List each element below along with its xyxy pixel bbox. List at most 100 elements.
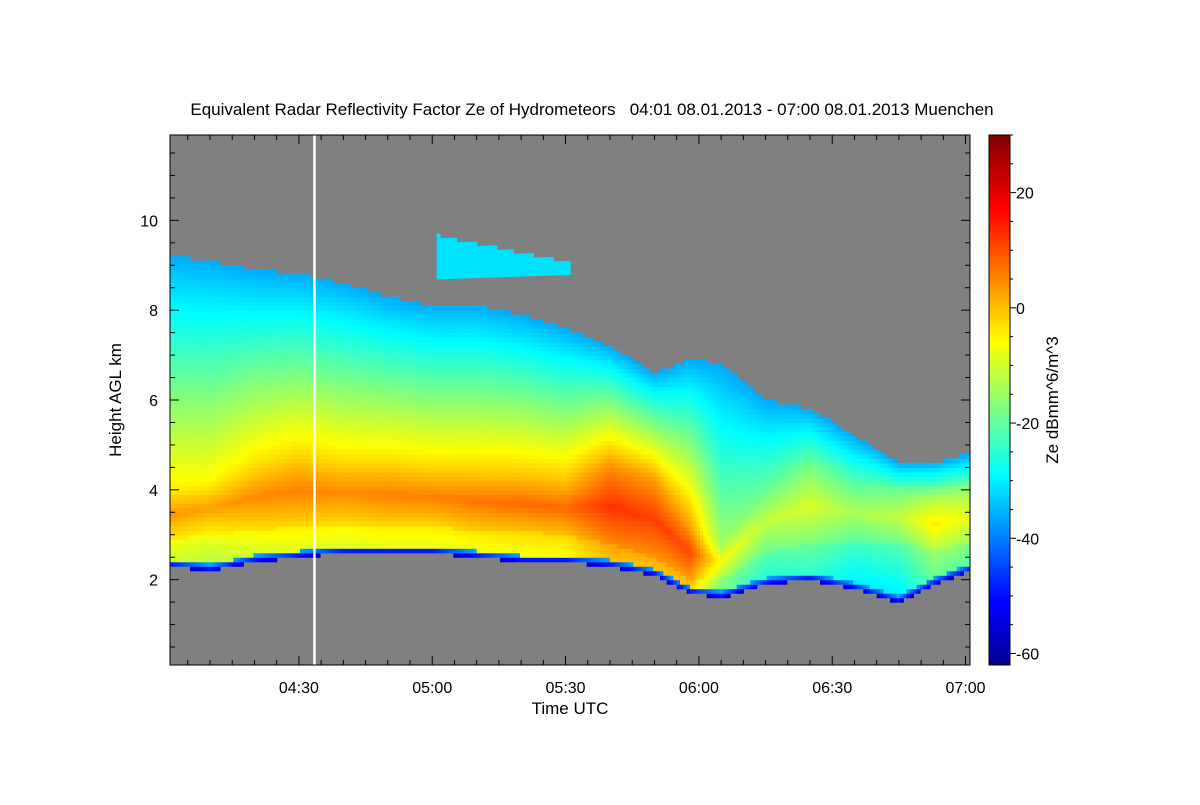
heatmap-cell [200, 305, 204, 311]
heatmap-cell [326, 413, 331, 419]
heatmap-cell [426, 328, 431, 334]
heatmap-cell [250, 314, 254, 320]
heatmap-cell [266, 498, 271, 504]
heatmap-cell [396, 364, 401, 370]
heatmap-cell [333, 435, 338, 442]
heatmap-cell [320, 485, 324, 491]
heatmap-cell [280, 431, 284, 437]
heatmap-cell [323, 543, 328, 549]
heatmap-cell [426, 534, 431, 540]
heatmap-cell [390, 498, 394, 504]
heatmap-cell [210, 453, 214, 459]
heatmap-cell [333, 341, 338, 347]
heatmap-cell [226, 462, 231, 468]
heatmap-cell [390, 382, 394, 388]
heatmap-cell [276, 359, 281, 365]
heatmap-cell [356, 346, 361, 352]
heatmap-cell [223, 319, 228, 325]
heatmap-cell [390, 341, 394, 347]
heatmap-cell [310, 373, 314, 379]
heatmap-cell [186, 359, 191, 365]
heatmap-cell [280, 395, 284, 401]
heatmap-cell [190, 382, 194, 388]
heatmap-cell [386, 494, 391, 500]
heatmap-cell [190, 521, 194, 527]
heatmap-cell [216, 552, 221, 558]
heatmap-cell [343, 328, 348, 334]
heatmap-cell [276, 346, 281, 352]
heatmap-cell [226, 494, 231, 500]
heatmap-cell [336, 422, 341, 428]
heatmap-cell [236, 395, 241, 401]
heatmap-cell [260, 314, 264, 320]
heatmap-cell [336, 503, 341, 509]
heatmap-cell [206, 485, 211, 491]
heatmap-cell [293, 292, 298, 298]
heatmap-cell [396, 404, 401, 410]
heatmap-cell [176, 494, 181, 500]
heatmap-cell [326, 287, 331, 293]
heatmap-cell [246, 485, 251, 491]
heatmap-cell [196, 310, 201, 316]
heatmap-cell [240, 521, 244, 527]
heatmap-cell [216, 386, 221, 392]
heatmap-cell [303, 516, 308, 522]
heatmap-cell [183, 422, 188, 428]
heatmap-cell [416, 444, 421, 451]
heatmap-cell [333, 301, 338, 307]
heatmap-cell [373, 368, 378, 374]
heatmap-cell [196, 503, 201, 509]
heatmap-cell [256, 287, 261, 293]
heatmap-cell [213, 525, 218, 531]
heatmap-cell [280, 489, 284, 495]
heatmap-cell [430, 328, 434, 334]
heatmap-cell [250, 467, 254, 473]
heatmap-cell [290, 462, 294, 468]
heatmap-cell [193, 382, 198, 388]
heatmap-cell [310, 548, 314, 554]
heatmap-cell [356, 476, 361, 482]
heatmap-cell [393, 413, 398, 419]
heatmap-cell [403, 391, 408, 397]
heatmap-cell [326, 498, 331, 504]
heatmap-cell [300, 440, 304, 446]
heatmap-cell [190, 408, 194, 415]
heatmap-cell [356, 391, 361, 397]
heatmap-cell [206, 516, 211, 522]
heatmap-cell [186, 494, 191, 500]
heatmap-cell [386, 453, 391, 459]
heatmap-cell [203, 476, 208, 482]
heatmap-cell [300, 332, 304, 338]
heatmap-cell [206, 350, 211, 356]
heatmap-cell [286, 408, 291, 415]
heatmap-cell [273, 296, 278, 302]
heatmap-cell [333, 530, 338, 536]
heatmap-cell [363, 507, 368, 513]
heatmap-cell [306, 382, 311, 388]
heatmap-cell [323, 476, 328, 482]
heatmap-cell [343, 471, 348, 477]
heatmap-cell [396, 323, 401, 329]
heatmap-cell [350, 364, 354, 370]
heatmap-cell [393, 296, 398, 302]
heatmap-cell [403, 386, 408, 392]
heatmap-cell [320, 413, 324, 419]
heatmap-cell [396, 444, 401, 451]
heatmap-cell [293, 413, 298, 419]
heatmap-cell [253, 283, 258, 289]
heatmap-cell [386, 328, 391, 334]
heatmap-cell [310, 337, 314, 343]
heatmap-cell [303, 521, 308, 527]
heatmap-cell [320, 444, 324, 451]
heatmap-cell [170, 422, 174, 428]
heatmap-cell [216, 287, 221, 293]
heatmap-cell [240, 328, 244, 334]
heatmap-cell [290, 422, 294, 428]
heatmap-cell [423, 480, 428, 486]
heatmap-cell [280, 539, 284, 545]
heatmap-cell [306, 530, 311, 536]
heatmap-cell [223, 458, 228, 464]
heatmap-cell [263, 292, 268, 298]
heatmap-cell [286, 480, 291, 486]
heatmap-cell [410, 435, 414, 442]
